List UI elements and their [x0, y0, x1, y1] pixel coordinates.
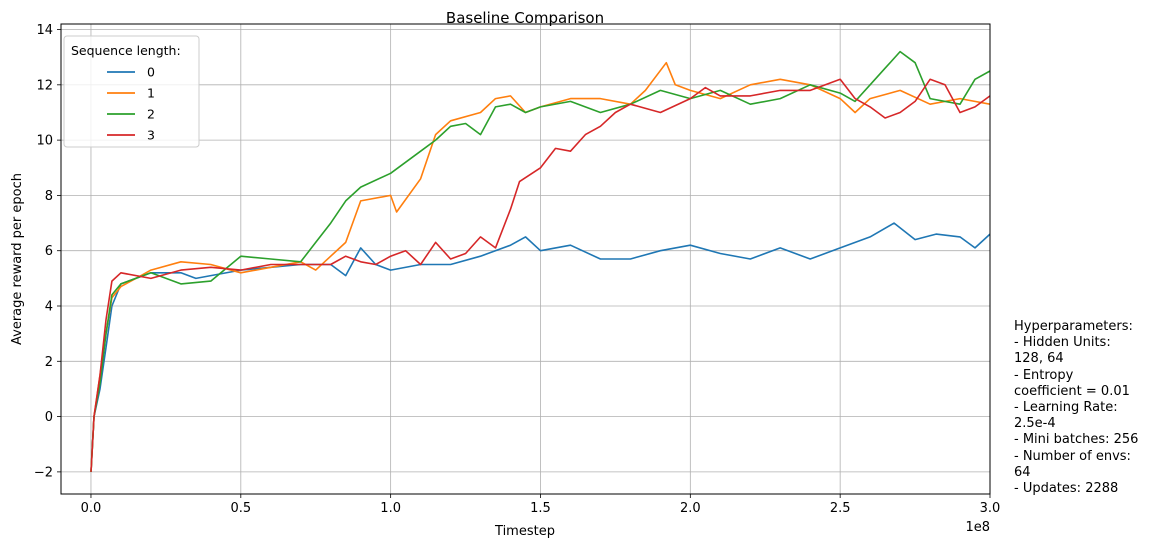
x-tick-label: 3.0: [980, 501, 1000, 516]
x-axis-offset-label: 1e8: [965, 520, 990, 535]
legend-title: Sequence length:: [71, 43, 181, 58]
x-axis-ticks: 0.0 0.5 1.0 1.5 2.0 2.5 3.0: [81, 494, 1000, 516]
y-tick-label: 0: [45, 410, 53, 425]
series-line-1: [90, 61, 991, 472]
baseline-comparison-chart: Baseline Comparison 0.0 0.5 1.0 1.5 2.0 2.5 3.…: [10, 9, 1000, 539]
hyperparameters-line: - Mini batches: 256: [1014, 432, 1139, 448]
y-tick-label: −2: [34, 465, 53, 480]
chart-title: Baseline Comparison: [446, 9, 604, 27]
hyperparameters-line: Hyperparameters:: [1014, 319, 1133, 334]
hyperparameters-line: - Hidden Units:: [1014, 335, 1111, 351]
hyperparameters-line: 64: [1014, 464, 1031, 480]
y-axis-ticks: −2 0 2 4 6 8 10 12 14: [34, 23, 61, 480]
legend-label-1: 1: [147, 86, 155, 101]
legend-label-3: 3: [147, 128, 155, 143]
hyperparameters-line: 128, 64: [1014, 351, 1064, 367]
x-tick-label: 1.5: [530, 501, 551, 516]
series-lines: [90, 50, 991, 472]
hyperparameters-line: 2.5e-4: [1014, 416, 1056, 432]
y-tick-label: 14: [36, 23, 53, 38]
legend-entries: 0 1 2 3: [107, 65, 155, 143]
hyperparameters-annotation: Hyperparameters: - Hidden Units: 128, 64…: [1014, 319, 1150, 497]
x-tick-label: 2.0: [680, 501, 701, 516]
y-tick-label: 10: [36, 134, 53, 149]
hyperparameters-line: - Learning Rate:: [1014, 400, 1118, 416]
legend-box: [63, 35, 200, 148]
y-tick-label: 2: [45, 355, 53, 370]
x-tick-label: 0.0: [81, 501, 102, 516]
hyperparameters-line: coefficient = 0.01: [1014, 383, 1130, 399]
y-tick-label: 8: [45, 189, 53, 204]
legend-label-2: 2: [147, 107, 155, 122]
grid-lines: [61, 24, 991, 494]
x-tick-label: 2.5: [830, 501, 851, 516]
y-axis-label: Average reward per epoch: [10, 173, 25, 345]
x-tick-label: 1.0: [380, 501, 401, 516]
series-line-2: [90, 50, 991, 472]
hyperparameters-line: - Number of envs:: [1014, 448, 1131, 464]
legend-label-0: 0: [147, 65, 155, 80]
x-tick-label: 0.5: [230, 501, 251, 516]
y-tick-label: 6: [45, 244, 53, 259]
series-line-3: [90, 78, 991, 472]
y-tick-label: 4: [45, 300, 53, 315]
y-tick-label: 12: [36, 78, 53, 93]
legend: Sequence length: 0 1 2 3: [63, 35, 200, 148]
hyperparameters-line: - Updates: 2288: [1014, 481, 1119, 497]
plot-frame: [60, 23, 991, 495]
x-axis-label: Timestep: [494, 524, 555, 539]
hyperparameters-line: - Entropy: [1014, 367, 1074, 383]
